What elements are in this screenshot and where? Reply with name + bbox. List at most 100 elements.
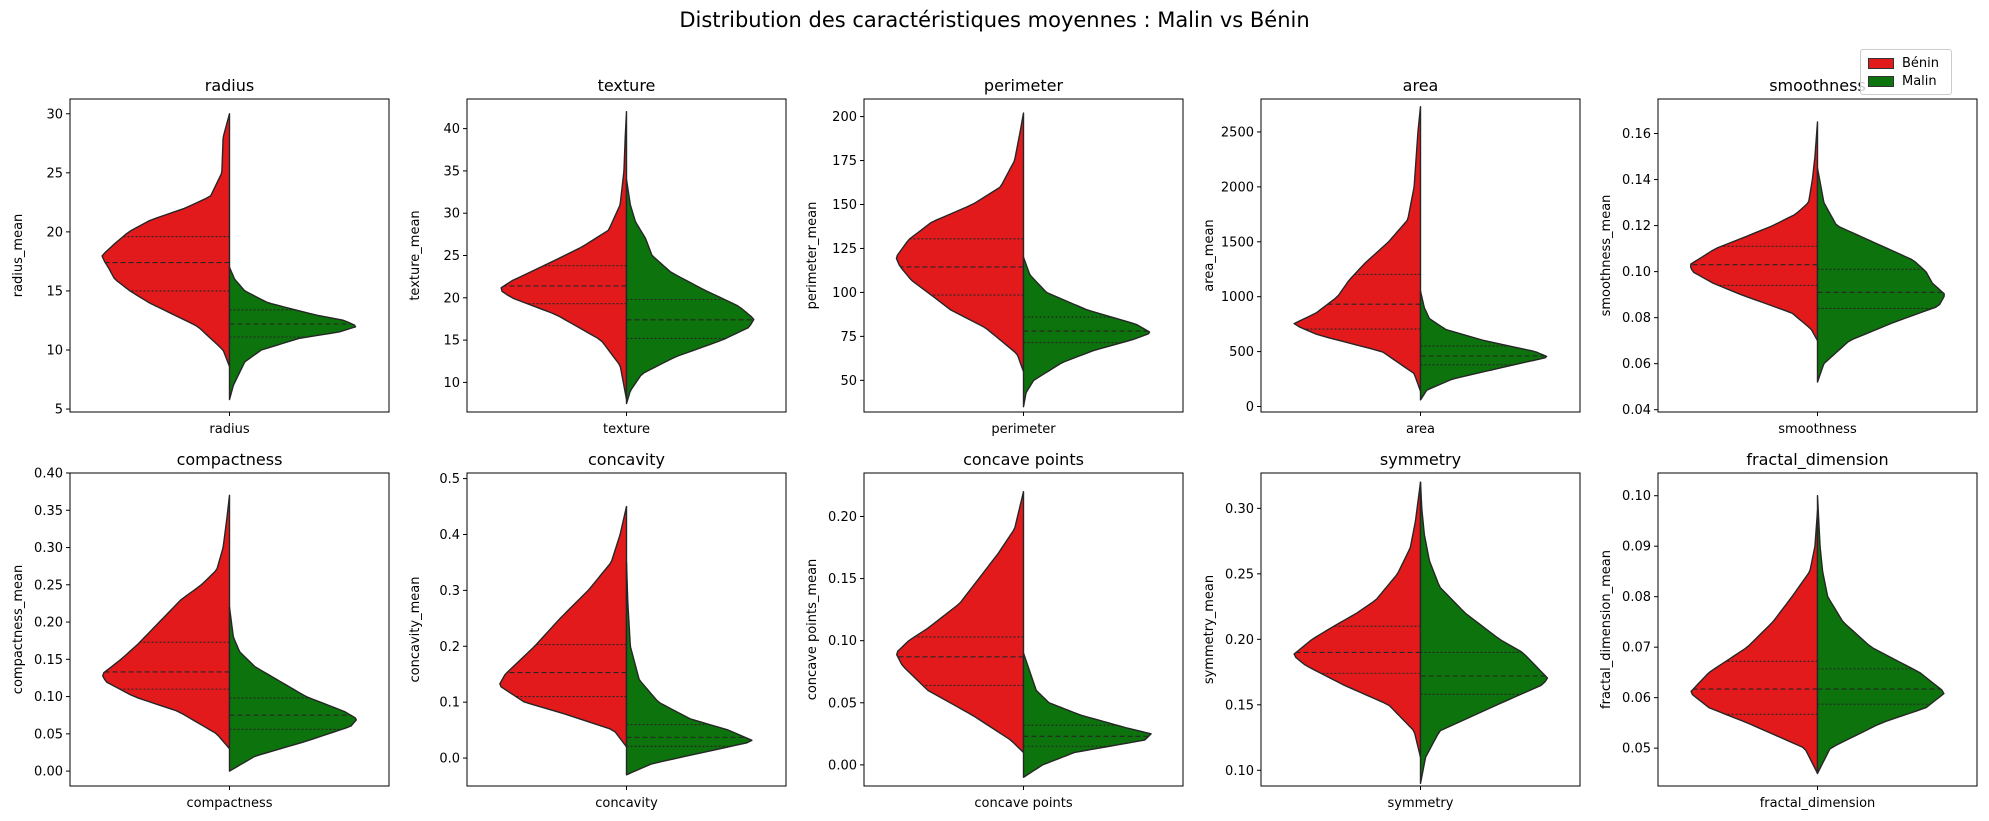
violin-left-perimeter: [895, 112, 1025, 373]
y-tick-label: 2000: [1221, 180, 1254, 195]
violin-right-perimeter: [1022, 256, 1151, 408]
y-tick-label: 40: [443, 122, 460, 137]
y-tick-label: 175: [832, 154, 857, 169]
violin-right-radius: [228, 266, 357, 401]
panel-title: concave points: [963, 450, 1084, 469]
y-tick-label: 0.30: [34, 541, 63, 556]
y-tick-label: 0.35: [34, 504, 63, 519]
y-tick-label: 0.30: [1225, 502, 1254, 517]
y-tick-label: 0.2: [439, 640, 460, 655]
y-tick-label: 0: [1246, 400, 1254, 415]
y-tick-label: 0.07: [1622, 641, 1651, 656]
y-tick-label: 10: [443, 376, 460, 391]
y-axis-label: area_mean: [1202, 219, 1217, 291]
y-tick-label: 0.16: [1622, 127, 1651, 142]
legend-entry-benin: Bénin: [1868, 55, 1939, 71]
y-tick-label: 0.0: [439, 752, 460, 767]
violin-panel-smoothness: 0.04 0.06 0.08 0.10 0.12 0.14 0.16 smoothness sm…: [1599, 76, 1978, 437]
y-tick-label: 125: [832, 242, 857, 257]
y-tick-label: 30: [46, 107, 63, 122]
violin-panel-compactness: 0.00 0.05 0.10 0.15 0.20 0.25 0.30 0.35 0.40 comp…: [11, 450, 390, 811]
x-tick-label: concavity: [595, 796, 658, 811]
y-tick-label: 1000: [1221, 290, 1254, 305]
panel-title: perimeter: [984, 76, 1064, 95]
violin-left-area: [1293, 105, 1422, 392]
y-tick-label: 0.06: [1622, 691, 1651, 706]
legend-swatch-benin: [1868, 57, 1894, 69]
y-axis-label: smoothness_mean: [1599, 195, 1614, 317]
y-tick-label: 0.3: [439, 584, 460, 599]
violin-right-symmetry: [1419, 481, 1549, 785]
y-axis-label: concavity_mean: [408, 577, 423, 683]
violin-right-concavity: [625, 561, 753, 776]
panel-title: radius: [205, 76, 254, 95]
violin-panel-area: 0 500 1000 1500 2000 2500 area area area_mean: [1202, 76, 1581, 437]
y-axis-label: perimeter_mean: [805, 202, 820, 310]
y-tick-label: 0.10: [1622, 489, 1651, 504]
violin-right-texture: [625, 178, 755, 405]
violin-left-fractal-dimension: [1690, 510, 1819, 775]
y-tick-label: 30: [443, 207, 460, 222]
y-axis-label: concave points_mean: [805, 559, 820, 701]
panel-title: symmetry: [1380, 450, 1461, 469]
x-tick-label: concave points: [974, 796, 1072, 811]
violin-right-area: [1419, 290, 1548, 401]
panel-title: smoothness: [1769, 76, 1866, 95]
y-tick-label: 25: [46, 166, 63, 181]
violin-left-concave-points: [896, 490, 1025, 754]
legend-label-benin: Bénin: [1902, 55, 1940, 71]
y-tick-label: 0.08: [1622, 590, 1651, 605]
x-tick-label: symmetry: [1388, 796, 1454, 811]
y-tick-label: 0.14: [1622, 173, 1651, 188]
violin-left-radius: [101, 113, 231, 368]
x-tick-label: radius: [209, 422, 249, 437]
y-tick-label: 25: [443, 249, 460, 264]
violin-right-concave-points: [1022, 652, 1152, 779]
panel-title: concavity: [588, 450, 665, 469]
y-tick-label: 0.12: [1622, 219, 1651, 234]
y-tick-label: 0.5: [439, 472, 460, 487]
y-axis-label: fractal_dimension_mean: [1599, 550, 1614, 709]
y-tick-label: 5: [55, 403, 63, 418]
violin-right-compactness: [228, 606, 357, 772]
violin-panel-concavity: 0.0 0.1 0.2 0.3 0.4 0.5 concavity concavity conc…: [408, 450, 787, 811]
y-axis-label: compactness_mean: [11, 565, 26, 694]
violin-right-fractal-dimension: [1816, 495, 1945, 775]
y-tick-label: 0.10: [1622, 265, 1651, 280]
panel-title: fractal_dimension: [1746, 450, 1888, 470]
y-tick-label: 0.10: [1225, 764, 1254, 779]
y-tick-label: 35: [443, 164, 460, 179]
panel-title: compactness: [177, 450, 283, 469]
y-tick-label: 10: [46, 343, 63, 358]
violin-left-concavity: [499, 505, 628, 748]
violin-left-smoothness: [1690, 121, 1819, 342]
y-axis-label: radius_mean: [11, 214, 26, 298]
y-tick-label: 1500: [1221, 235, 1254, 250]
y-tick-label: 0.25: [1225, 567, 1254, 582]
y-tick-label: 0.05: [1622, 742, 1651, 757]
legend: Bénin Malin: [1860, 49, 1952, 95]
y-tick-label: 500: [1229, 345, 1254, 360]
violin-left-compactness: [102, 494, 231, 750]
y-tick-label: 0.10: [34, 690, 63, 705]
y-tick-label: 0.40: [34, 467, 63, 482]
y-tick-label: 0.06: [1622, 357, 1651, 372]
violin-panel-texture: 10 15 20 25 30 35 40 texture texture texture_mean: [408, 76, 787, 437]
y-tick-label: 0.15: [1225, 698, 1254, 713]
y-tick-label: 0.20: [34, 616, 63, 631]
legend-swatch-malin: [1868, 75, 1894, 87]
y-axis-label: texture_mean: [408, 210, 423, 300]
x-tick-label: compactness: [186, 796, 272, 811]
y-tick-label: 2500: [1221, 125, 1254, 140]
y-tick-label: 0.25: [34, 578, 63, 593]
y-axis-label: symmetry_mean: [1202, 575, 1217, 684]
legend-entry-malin: Malin: [1868, 73, 1937, 89]
x-tick-label: perimeter: [991, 422, 1056, 437]
violin-left-symmetry: [1293, 481, 1422, 758]
violin-panel-fractal-dimension: 0.05 0.06 0.07 0.08 0.09 0.10 fractal_dimensio…: [1599, 450, 1978, 811]
figure-title: Distribution des caractéristiques moyenn…: [679, 8, 1310, 32]
y-tick-label: 0.04: [1622, 403, 1651, 418]
x-tick-label: fractal_dimension: [1760, 796, 1876, 811]
y-tick-label: 15: [46, 284, 63, 299]
